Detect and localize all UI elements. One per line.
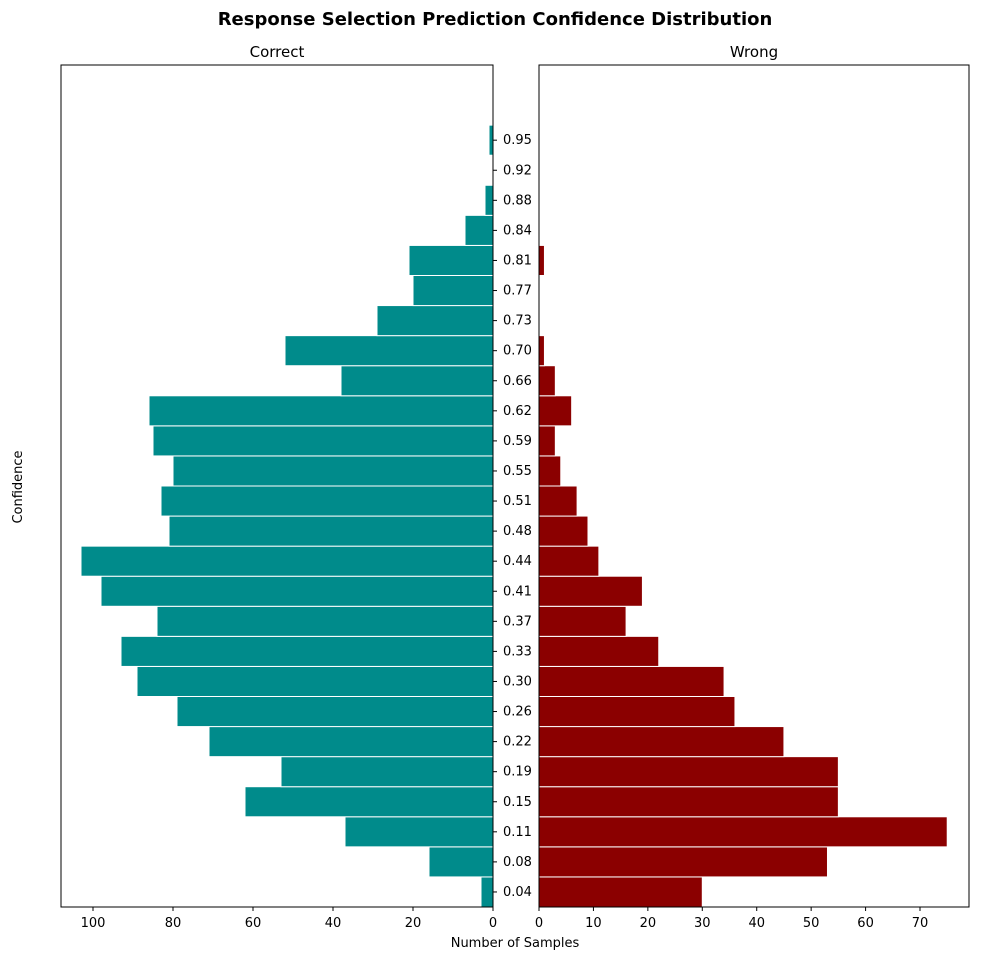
y-tick-label-8: 0.33 — [503, 644, 532, 659]
bar-correct-17 — [340, 365, 494, 397]
y-ticks: 0.04 0.08 0.11 0.15 0.19 0.22 0.26 0.30 0.33 0.37… — [493, 133, 532, 900]
y-tick-label-24: 0.92 — [503, 163, 532, 178]
bar-wrong-7 — [538, 665, 725, 698]
y-tick-label-22: 0.84 — [503, 223, 532, 238]
panel-title-correct: Correct — [250, 43, 305, 61]
y-tick-label-1: 0.08 — [503, 855, 532, 870]
bar-correct-2 — [344, 816, 494, 848]
y-tick-label-11: 0.44 — [503, 554, 532, 569]
bar-correct-18 — [284, 335, 494, 367]
bar-wrong-8 — [538, 635, 660, 667]
bars-wrong — [538, 244, 948, 908]
y-tick-label-18: 0.70 — [503, 344, 532, 359]
y-tick-label-16: 0.62 — [503, 404, 532, 419]
bar-correct-22 — [464, 214, 494, 246]
bar-correct-1 — [428, 846, 494, 878]
bar-wrong-13 — [538, 485, 578, 517]
plot-frame-correct — [60, 64, 494, 908]
y-tick-label-5: 0.22 — [503, 735, 532, 750]
bar-correct-4 — [280, 756, 494, 788]
bar-wrong-9 — [538, 605, 627, 637]
y-tick-label-10: 0.41 — [503, 584, 532, 599]
y-tick-label-12: 0.48 — [503, 524, 532, 539]
x-tick-label-correct-5: 100 — [81, 916, 106, 931]
bar-correct-15 — [152, 425, 494, 457]
x-axis-label: Number of Samples — [451, 936, 580, 951]
y-tick-label-6: 0.26 — [503, 705, 532, 720]
x-tick-label-wrong-0: 0 — [535, 916, 543, 931]
y-tick-label-19: 0.73 — [503, 314, 532, 329]
bar-correct-3 — [244, 786, 494, 818]
bar-correct-14 — [172, 455, 494, 487]
bar-wrong-17 — [538, 365, 556, 397]
panel-title-wrong: Wrong — [730, 43, 778, 61]
x-tick-label-correct-2: 40 — [325, 916, 342, 931]
y-tick-label-15: 0.59 — [503, 434, 532, 449]
bars-correct — [80, 124, 494, 908]
plot-frame-wrong — [538, 64, 970, 908]
y-tick-label-4: 0.19 — [503, 765, 532, 780]
y-tick-label-25: 0.95 — [503, 133, 532, 148]
x-tick-label-wrong-5: 50 — [803, 916, 820, 931]
x-ticks-correct: 0 20 40 60 80 100 — [81, 907, 497, 931]
bar-wrong-2 — [538, 816, 948, 848]
bar-correct-16 — [148, 395, 494, 427]
x-tick-label-correct-0: 0 — [489, 916, 497, 931]
bar-wrong-11 — [538, 545, 600, 577]
bar-correct-9 — [156, 605, 494, 637]
x-tick-label-correct-1: 20 — [405, 916, 422, 931]
x-tick-label-wrong-7: 70 — [912, 916, 929, 931]
y-axis-label: Confidence — [11, 450, 26, 523]
bar-wrong-3 — [538, 786, 839, 818]
bar-correct-11 — [80, 545, 494, 577]
bar-wrong-21 — [538, 244, 545, 277]
bar-wrong-18 — [538, 335, 545, 367]
y-tick-label-7: 0.30 — [503, 674, 532, 689]
x-tick-label-wrong-2: 20 — [640, 916, 657, 931]
x-tick-label-correct-4: 80 — [165, 916, 182, 931]
bar-correct-20 — [412, 275, 494, 307]
y-tick-label-0: 0.04 — [503, 885, 532, 900]
bar-correct-8 — [120, 635, 494, 667]
bar-correct-10 — [100, 575, 494, 607]
x-tick-label-wrong-1: 10 — [585, 916, 602, 931]
bar-correct-25 — [488, 124, 494, 156]
bar-wrong-1 — [538, 846, 828, 878]
x-tick-label-wrong-6: 60 — [857, 916, 874, 931]
bar-wrong-6 — [538, 696, 736, 728]
bar-wrong-12 — [538, 515, 589, 547]
bar-wrong-0 — [538, 876, 703, 908]
bar-wrong-14 — [538, 455, 562, 487]
bar-correct-13 — [160, 485, 494, 517]
bar-correct-5 — [208, 726, 494, 758]
y-tick-label-17: 0.66 — [503, 374, 532, 389]
y-tick-label-21: 0.81 — [503, 253, 532, 268]
x-tick-label-wrong-3: 30 — [694, 916, 711, 931]
y-tick-label-23: 0.88 — [503, 193, 532, 208]
bar-correct-23 — [484, 184, 494, 216]
y-tick-label-20: 0.77 — [503, 284, 532, 299]
y-tick-label-9: 0.37 — [503, 614, 532, 629]
bar-wrong-5 — [538, 726, 785, 758]
bar-wrong-15 — [538, 425, 556, 457]
x-ticks-wrong: 0 10 20 30 40 50 60 70 — [535, 907, 928, 931]
bar-correct-21 — [408, 244, 494, 277]
y-tick-label-14: 0.55 — [503, 464, 532, 479]
bar-wrong-10 — [538, 575, 643, 607]
x-tick-label-wrong-4: 40 — [748, 916, 765, 931]
y-tick-label-13: 0.51 — [503, 494, 532, 509]
bar-correct-7 — [136, 665, 494, 698]
x-tick-label-correct-3: 60 — [245, 916, 262, 931]
bar-correct-19 — [376, 305, 494, 337]
y-tick-label-2: 0.11 — [503, 825, 532, 840]
bar-correct-12 — [168, 515, 494, 547]
bar-correct-0 — [480, 876, 494, 908]
chart-title: Response Selection Prediction Confidence… — [218, 9, 773, 30]
y-tick-label-3: 0.15 — [503, 795, 532, 810]
bar-correct-6 — [176, 696, 494, 728]
bar-wrong-4 — [538, 756, 839, 788]
bar-wrong-16 — [538, 395, 573, 427]
